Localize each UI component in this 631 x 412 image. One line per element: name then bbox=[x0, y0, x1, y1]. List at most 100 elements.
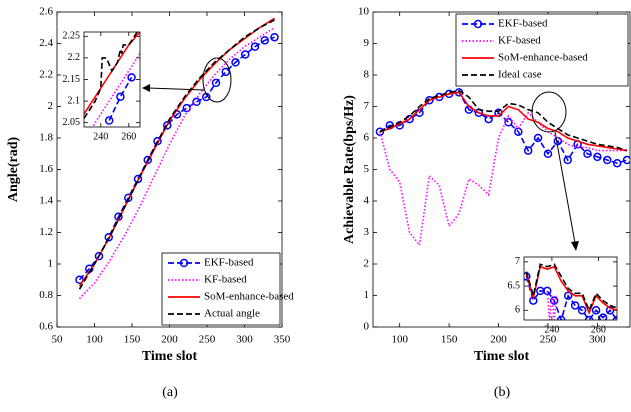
axes-frame bbox=[83, 31, 141, 128]
series-line bbox=[546, 290, 558, 320]
x-tick-label: 100 bbox=[86, 334, 103, 346]
series-line bbox=[379, 111, 628, 248]
marker bbox=[584, 315, 594, 320]
x-tick-label: 150 bbox=[441, 334, 458, 346]
marker bbox=[116, 92, 125, 102]
legend-label: EKF-based bbox=[204, 257, 254, 269]
y-tick-label: 5 bbox=[364, 163, 370, 175]
y-tick-label: 7 bbox=[515, 256, 520, 267]
y-tick-label: 0.8 bbox=[39, 289, 53, 301]
marker bbox=[603, 155, 612, 165]
x-tick-label: 350 bbox=[274, 334, 291, 346]
chart-b: 0 1 2 3 4 5 6 7 8 9 10 100 150 200 250 300 Time slot Achi… bbox=[342, 6, 631, 400]
y-tick-label: 2.4 bbox=[39, 37, 53, 49]
marker bbox=[163, 121, 172, 130]
x-tick-label: 200 bbox=[490, 334, 507, 346]
y-tick-label: 1.6 bbox=[39, 163, 53, 175]
zoom-marker-a bbox=[142, 57, 232, 103]
axes-frame bbox=[56, 11, 283, 328]
series-line bbox=[379, 91, 628, 165]
marker bbox=[221, 67, 230, 77]
zoom-ellipse bbox=[202, 57, 232, 103]
y-tick-label: 2.05 bbox=[63, 117, 81, 128]
series-line bbox=[379, 89, 628, 152]
y-tick-label: 7 bbox=[364, 100, 370, 112]
x-tick-label: 260 bbox=[121, 131, 136, 142]
x-tick-label: 240 bbox=[93, 131, 108, 142]
legend-label: Ideal case bbox=[498, 69, 542, 81]
y-tick-label: 0.6 bbox=[39, 321, 53, 333]
marker bbox=[533, 133, 543, 143]
y-tick-label: 4 bbox=[364, 195, 370, 207]
series-line bbox=[84, 32, 139, 119]
marker bbox=[425, 95, 434, 105]
x-axis-label: Time slot bbox=[474, 349, 530, 364]
legend-label: SoM-enhance-based bbox=[498, 52, 588, 64]
y-tick-label: 1.4 bbox=[39, 195, 53, 207]
marker bbox=[591, 306, 601, 315]
y-tick-label: 2.15 bbox=[63, 74, 81, 85]
y-tick-label: 6 bbox=[515, 305, 520, 316]
arrow-head bbox=[142, 84, 150, 92]
x-tick-label: 250 bbox=[199, 334, 216, 346]
chart-a-inset: 2.05 2.1 2.15 2.2 2.25 240 260 bbox=[63, 31, 141, 142]
marker bbox=[231, 58, 240, 67]
marker bbox=[583, 149, 592, 158]
marker bbox=[241, 50, 250, 59]
legend-label: KF-based bbox=[204, 274, 247, 286]
y-tick-label: 2.25 bbox=[63, 31, 81, 42]
marker bbox=[260, 36, 269, 45]
series-line bbox=[525, 265, 617, 315]
zoom-arrow bbox=[554, 131, 576, 244]
y-tick-label: 6 bbox=[364, 132, 370, 144]
marker bbox=[133, 174, 143, 184]
y-tick-label: 2.1 bbox=[68, 95, 81, 106]
series-line bbox=[525, 276, 617, 320]
chart-a: 0.6 0.8 1 1.2 1.4 1.6 1.8 2 2.2 2.4 2.6 50 100 150 200… bbox=[6, 6, 294, 401]
y-tick-label: 2.2 bbox=[68, 52, 81, 63]
legend-label: EKF-based bbox=[498, 18, 548, 30]
marker bbox=[570, 301, 580, 310]
x-tick-label: 250 bbox=[540, 334, 557, 346]
axes-frame bbox=[372, 11, 631, 328]
x-tick-label: 300 bbox=[236, 334, 253, 346]
y-tick-label: 2.2 bbox=[39, 69, 53, 81]
plot-area bbox=[84, 32, 140, 127]
legend-label: Actual angle bbox=[204, 308, 260, 320]
y-tick-label: 0 bbox=[364, 321, 370, 333]
marker bbox=[192, 97, 201, 107]
zoom-marker-b bbox=[531, 91, 579, 251]
y-tick-label: 2 bbox=[364, 258, 370, 270]
marker bbox=[605, 306, 615, 315]
marker bbox=[563, 291, 573, 301]
marker bbox=[612, 158, 622, 168]
marker bbox=[94, 251, 104, 261]
legend-label: SoM-enhance-based bbox=[204, 291, 294, 303]
marker bbox=[543, 286, 552, 296]
series-line bbox=[525, 263, 617, 313]
y-tick-label: 2.6 bbox=[39, 6, 53, 18]
marker bbox=[104, 232, 113, 242]
marker bbox=[563, 155, 572, 165]
y-tick-label: 1 bbox=[364, 289, 370, 301]
x-tick-label: 240 bbox=[544, 324, 559, 335]
x-tick-label: 150 bbox=[124, 334, 141, 346]
y-tick-label: 9 bbox=[364, 37, 370, 49]
zoom-ellipse bbox=[531, 91, 567, 133]
chart-b-inset: 6 6.5 7 240 260 bbox=[508, 256, 618, 335]
marker bbox=[104, 116, 114, 125]
y-tick-label: 8 bbox=[364, 69, 370, 81]
x-axis-label: Time slot bbox=[142, 349, 198, 364]
marker bbox=[523, 146, 533, 155]
marker bbox=[270, 32, 279, 42]
series-line bbox=[78, 19, 275, 290]
legend-marker bbox=[473, 19, 483, 29]
marker bbox=[593, 152, 602, 162]
axes-frame bbox=[523, 256, 618, 321]
legend-label: KF-based bbox=[498, 35, 541, 47]
marker bbox=[375, 127, 385, 136]
marker bbox=[543, 149, 553, 158]
marker bbox=[211, 78, 221, 88]
marker bbox=[598, 313, 608, 320]
